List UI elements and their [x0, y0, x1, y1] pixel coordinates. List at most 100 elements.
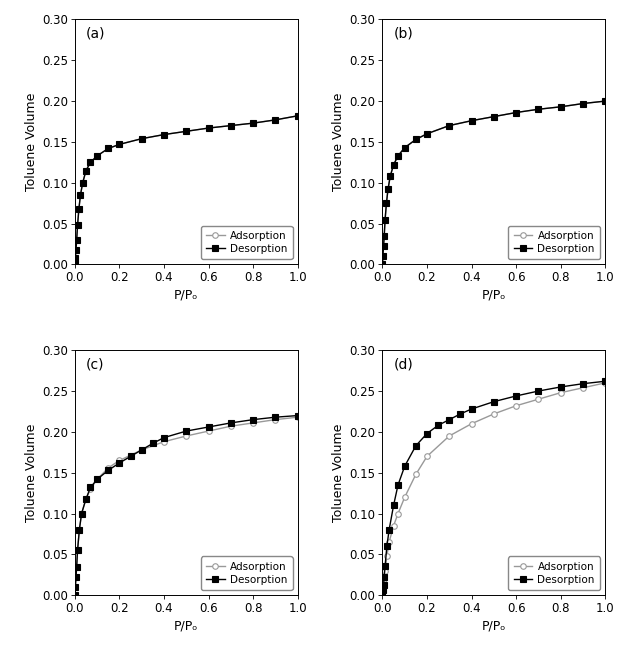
Desorption [76, 526, 83, 534]
Desorption [74, 547, 81, 554]
Desorption [138, 446, 145, 454]
Desorption [75, 205, 82, 213]
Desorption [78, 510, 85, 518]
Desorption [401, 144, 409, 151]
Adsorption [379, 261, 386, 269]
Adsorption [383, 199, 390, 207]
Adsorption [94, 476, 101, 483]
Desorption [183, 127, 190, 135]
Line: Adsorption: Adsorption [379, 98, 608, 267]
Desorption [250, 119, 257, 127]
X-axis label: P/Pₒ: P/Pₒ [482, 289, 506, 302]
Adsorption [423, 452, 431, 460]
Desorption [535, 105, 542, 113]
Adsorption [446, 122, 453, 129]
Y-axis label: Toluene Volume: Toluene Volume [25, 424, 38, 522]
Adsorption [87, 485, 94, 493]
Desorption [205, 423, 212, 431]
Desorption [82, 495, 90, 503]
Desorption [579, 380, 587, 388]
Desorption [77, 191, 84, 199]
Adsorption [250, 119, 257, 127]
Desorption [72, 246, 80, 254]
Adsorption [72, 583, 79, 591]
Desorption [160, 131, 168, 138]
Adsorption [205, 124, 212, 132]
Adsorption [412, 470, 419, 478]
Adsorption [183, 432, 190, 440]
Desorption [227, 122, 235, 129]
Desorption [468, 117, 475, 125]
Line: Desorption: Desorption [379, 98, 608, 267]
Desorption [294, 411, 301, 419]
Desorption [105, 144, 112, 152]
Desorption [381, 562, 389, 570]
Adsorption [490, 410, 497, 418]
Adsorption [75, 205, 82, 213]
Desorption [71, 591, 79, 599]
Adsorption [294, 112, 301, 120]
Adsorption [381, 215, 389, 223]
Adsorption [71, 591, 79, 599]
Desorption [79, 179, 86, 186]
Desorption [535, 387, 542, 395]
Desorption [380, 243, 388, 250]
Adsorption [105, 464, 112, 472]
Adsorption [380, 243, 388, 250]
Desorption [381, 573, 388, 581]
Desorption [82, 167, 90, 175]
Desorption [394, 152, 402, 160]
Adsorption [380, 582, 388, 589]
Desorption [434, 421, 442, 429]
Adsorption [138, 135, 145, 142]
Desorption [380, 582, 388, 589]
Adsorption [82, 167, 90, 175]
Adsorption [412, 136, 419, 144]
Desorption [490, 398, 497, 406]
Adsorption [79, 179, 86, 186]
Adsorption [390, 161, 397, 169]
Adsorption [468, 117, 475, 125]
Adsorption [386, 538, 393, 546]
Adsorption [105, 144, 112, 152]
Adsorption [379, 252, 387, 260]
Desorption [557, 383, 565, 391]
Adsorption [381, 567, 389, 575]
Legend: Adsorption, Desorption: Adsorption, Desorption [509, 556, 600, 590]
Adsorption [72, 246, 80, 254]
X-axis label: P/Pₒ: P/Pₒ [174, 289, 198, 302]
Text: (c): (c) [86, 358, 105, 371]
Y-axis label: Toluene Volume: Toluene Volume [25, 93, 38, 191]
Adsorption [557, 389, 565, 397]
Y-axis label: Toluene Volume: Toluene Volume [333, 93, 345, 191]
Desorption [294, 112, 301, 120]
Adsorption [74, 221, 81, 229]
Adsorption [379, 586, 387, 594]
Desorption [457, 410, 464, 418]
Adsorption [227, 422, 235, 430]
Adsorption [602, 97, 609, 105]
Desorption [94, 476, 101, 483]
Desorption [381, 232, 388, 240]
Desorption [412, 442, 419, 450]
Adsorption [512, 402, 520, 410]
Adsorption [602, 379, 609, 387]
Desorption [72, 254, 79, 262]
Desorption [384, 186, 392, 193]
Adsorption [401, 494, 409, 501]
Adsorption [512, 109, 520, 116]
Desorption [602, 97, 609, 105]
Desorption [401, 463, 409, 470]
Desorption [490, 113, 497, 120]
X-axis label: P/Pₒ: P/Pₒ [174, 619, 198, 632]
Adsorption [468, 420, 475, 428]
Desorption [423, 130, 431, 138]
Legend: Adsorption, Desorption: Adsorption, Desorption [201, 226, 293, 259]
X-axis label: P/Pₒ: P/Pₒ [482, 619, 506, 632]
Desorption [423, 430, 431, 437]
Adsorption [87, 159, 94, 166]
Desorption [579, 100, 587, 107]
Adsorption [72, 573, 80, 581]
Desorption [72, 573, 80, 581]
Adsorption [390, 522, 397, 530]
